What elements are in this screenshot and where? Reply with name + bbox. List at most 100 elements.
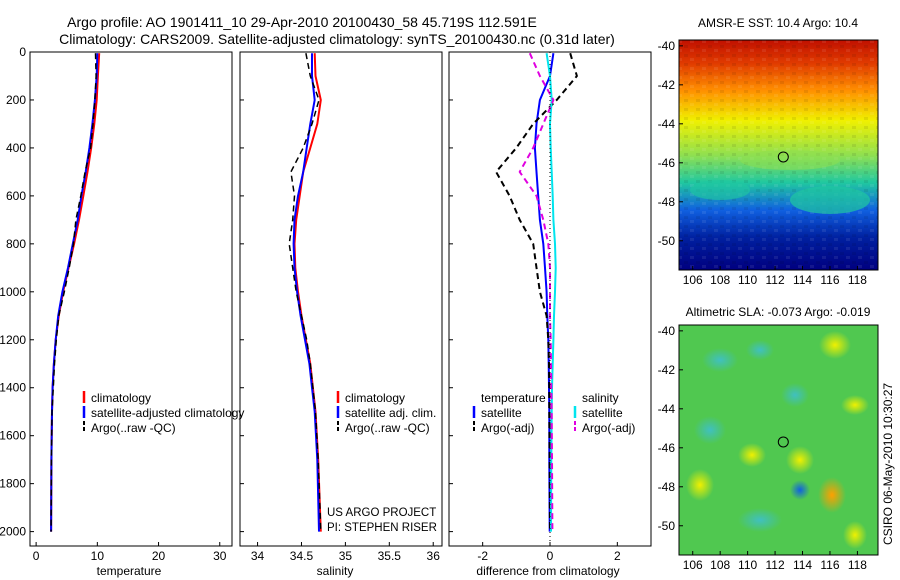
legend-label-climatology: climatology (91, 391, 151, 405)
project-annotation: US ARGO PROJECT (327, 507, 436, 519)
map-y-tick-label: -50 (658, 234, 676, 248)
map-x-tick-label: 114 (793, 558, 812, 572)
sst-front-feature (690, 180, 750, 200)
sla-eddy (686, 469, 714, 501)
series-line-salinity-argo-adj- (518, 52, 555, 532)
map-x-tick-label: 118 (848, 273, 867, 287)
legend-label-sal-satellite: satellite (582, 406, 623, 420)
x-tick-label: 34.5 (290, 549, 314, 563)
series-line-argo-raw-qc- (288, 53, 322, 532)
sla-eddy (841, 395, 869, 415)
legend-label-sat-adjusted: satellite-adjusted climatology (91, 406, 244, 420)
sst-map-title: AMSR-E SST: 10.4 Argo: 10.4 (698, 16, 858, 30)
map-x-tick-label: 106 (683, 558, 703, 572)
sla-eddy (738, 443, 766, 467)
sla-eddy (818, 477, 846, 513)
difference-xlabel: difference from climatology (476, 564, 619, 578)
temperature-xlabel: temperature (97, 564, 162, 578)
map-y-tick-label: -44 (658, 402, 676, 416)
series-lines (50, 52, 578, 532)
sla-eddy (702, 348, 738, 372)
sla-map (678, 324, 879, 556)
x-tick-label: 35.5 (378, 549, 402, 563)
sla-map-frame (678, 324, 879, 556)
legend-header-salinity: salinity (582, 391, 619, 405)
sla-eddy (786, 446, 814, 474)
y-tick-label: 200 (6, 93, 26, 107)
sla-eddy (694, 416, 726, 444)
y-tick-label: 1000 (0, 285, 26, 299)
x-tick-label: 0 (33, 549, 40, 563)
map-y-tick-label: -46 (658, 441, 676, 455)
map-x-tick-label: 112 (765, 273, 784, 287)
sst-front-feature (740, 150, 840, 170)
legend-header-temperature: temperature (481, 391, 546, 405)
x-tick-label: 34 (251, 549, 265, 563)
map-x-tick-label: 116 (820, 558, 839, 572)
sst-map (678, 39, 879, 271)
sst-axes: 106 108 110 112 114 116 118 -40 -42 -44 -46 -48 -50 (658, 39, 868, 287)
legend-label-temp-satellite: satellite (481, 406, 522, 420)
y-tick-label: 600 (6, 189, 26, 203)
x-tick-label: 36 (427, 549, 441, 563)
map-x-tick-label: 108 (710, 273, 730, 287)
sla-eddy (746, 340, 774, 360)
legend-label-argo: Argo(..raw -QC) (91, 421, 176, 435)
map-y-tick-label: -50 (658, 519, 676, 533)
figure-title-line1: Argo profile: AO 1901411_10 29-Apr-2010 … (67, 14, 537, 30)
sla-eddy (738, 508, 782, 532)
temperature-legend: climatology satellite-adjusted climatolo… (82, 391, 244, 435)
y-tick-label: 1600 (0, 429, 26, 443)
sla-eddy (843, 521, 867, 549)
legend-label-argo: Argo(..raw -QC) (345, 421, 430, 435)
map-x-tick-label: 112 (765, 558, 784, 572)
sla-map-title: Altimetric SLA: -0.073 Argo: -0.019 (686, 305, 871, 319)
pi-annotation: PI: STEPHEN RISER (327, 522, 437, 534)
map-y-tick-label: -46 (658, 156, 676, 170)
map-y-tick-label: -42 (658, 363, 676, 377)
map-x-tick-label: 114 (793, 273, 812, 287)
sla-eddy (781, 383, 809, 407)
series-line-temperature-argo-adj- (495, 52, 578, 532)
x-tick-label: 10 (91, 549, 105, 563)
y-tick-label: 1800 (0, 477, 26, 491)
series-line-satellite-adjusted-climatology (50, 53, 99, 532)
map-x-tick-label: 108 (710, 558, 730, 572)
y-tick-label: 2000 (0, 525, 26, 539)
argo-location-marker (777, 151, 789, 163)
map-y-tick-label: -48 (658, 480, 676, 494)
series-line-argo-raw-qc- (50, 53, 97, 532)
sst-front-feature (790, 186, 870, 214)
legend-label-sal-argo: Argo(-adj) (582, 421, 635, 435)
y-tick-label: 400 (6, 141, 26, 155)
legend-label-climatology: climatology (345, 391, 405, 405)
map-y-tick-label: -44 (658, 117, 676, 131)
salinity-legend: climatology satellite adj. clim. Argo(..… (327, 391, 437, 534)
sla-axes: 106 108 110 112 114 116 118 -40 -42 -44 -46 -48 -50 (658, 324, 868, 572)
x-tick-label: 0 (547, 549, 554, 563)
salinity-xlabel: salinity (317, 564, 354, 578)
sla-eddy (790, 480, 810, 500)
series-line-salinity-satellite (545, 53, 557, 532)
legend-label-temp-argo: Argo(-adj) (481, 421, 534, 435)
map-y-tick-label: -40 (658, 39, 676, 53)
y-tick-label: 1200 (0, 333, 26, 347)
x-tick-label: 20 (152, 549, 166, 563)
sla-eddy (819, 331, 851, 359)
map-x-tick-label: 110 (738, 558, 757, 572)
x-tick-label: 35 (339, 549, 353, 563)
figure-title-line2: Climatology: CARS2009. Satellite-adjuste… (59, 31, 615, 47)
map-y-tick-label: -48 (658, 195, 676, 209)
difference-legend: temperature salinity satellite Argo(-adj… (472, 391, 635, 435)
axes-layer: 0 10 20 30 0 200 400 600 800 1000 1200 1400 1600 1800… (0, 45, 621, 563)
temperature-panel (29, 51, 233, 547)
x-tick-label: 30 (213, 549, 227, 563)
y-tick-label: 1400 (0, 381, 26, 395)
series-line-satellite-adj-clim- (292, 53, 320, 532)
x-tick-label: -2 (477, 549, 488, 563)
x-tick-label: 2 (614, 549, 621, 563)
y-tick-label: 800 (6, 237, 26, 251)
map-x-tick-label: 116 (820, 273, 839, 287)
salinity-panel (239, 51, 443, 547)
